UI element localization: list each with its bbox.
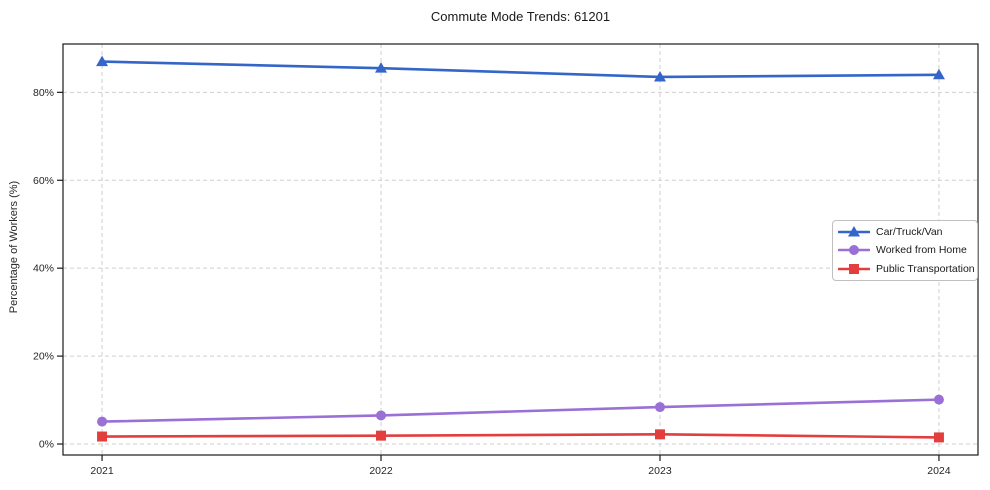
legend-label: Public Transportation	[876, 262, 975, 275]
plot-border	[62, 43, 979, 456]
marker-car-truck-van	[932, 68, 945, 80]
series-line-worked-from-home	[100, 398, 941, 423]
marker-worked-from-home	[376, 410, 387, 421]
legend-marker-public-transportation	[849, 263, 859, 274]
legend-line-marker-icon	[838, 226, 870, 237]
y-tick-label: 20%	[33, 351, 54, 363]
legend-item-worked-from-home: Worked from Home	[838, 241, 972, 259]
marker-worked-from-home	[97, 416, 108, 427]
legend-marker-worked-from-home	[849, 245, 859, 256]
legend-label: Car/Truck/Van	[876, 226, 943, 239]
y-tick-label: 80%	[33, 87, 54, 99]
x-tick-label: 2022	[369, 465, 393, 477]
legend-label: Worked from Home	[876, 244, 967, 257]
legend-item-car-truck-van: Car/Truck/Van	[838, 223, 972, 241]
x-tick-label: 2023	[648, 465, 672, 477]
marker-public-transportation	[933, 432, 944, 443]
legend-item-public-transportation: Public Transportation	[838, 260, 975, 278]
marker-car-truck-van	[653, 70, 666, 82]
series-line-car-truck-van	[100, 60, 941, 79]
legend: Car/Truck/Van Worked from Home Public Tr…	[832, 220, 978, 281]
y-tick-label: 40%	[33, 263, 54, 275]
legend-line-marker-icon	[838, 245, 870, 256]
y-tick-label: 60%	[33, 175, 54, 187]
x-tick-label: 2021	[90, 465, 114, 477]
marker-worked-from-home	[933, 394, 944, 405]
marker-public-transportation	[97, 431, 108, 442]
chart-title: Commute Mode Trends: 61201	[430, 9, 611, 24]
series-line-public-transportation	[100, 433, 941, 439]
y-tick-label: 0%	[39, 439, 54, 451]
marker-public-transportation	[654, 429, 665, 440]
legend-line-marker-icon	[838, 263, 870, 274]
marker-car-truck-van	[96, 55, 109, 67]
marker-public-transportation	[376, 430, 387, 441]
marker-car-truck-van	[375, 62, 388, 73]
marker-worked-from-home	[654, 402, 665, 413]
x-tick-label: 2024	[927, 465, 951, 477]
legend-marker-car-truck-van	[848, 226, 860, 237]
